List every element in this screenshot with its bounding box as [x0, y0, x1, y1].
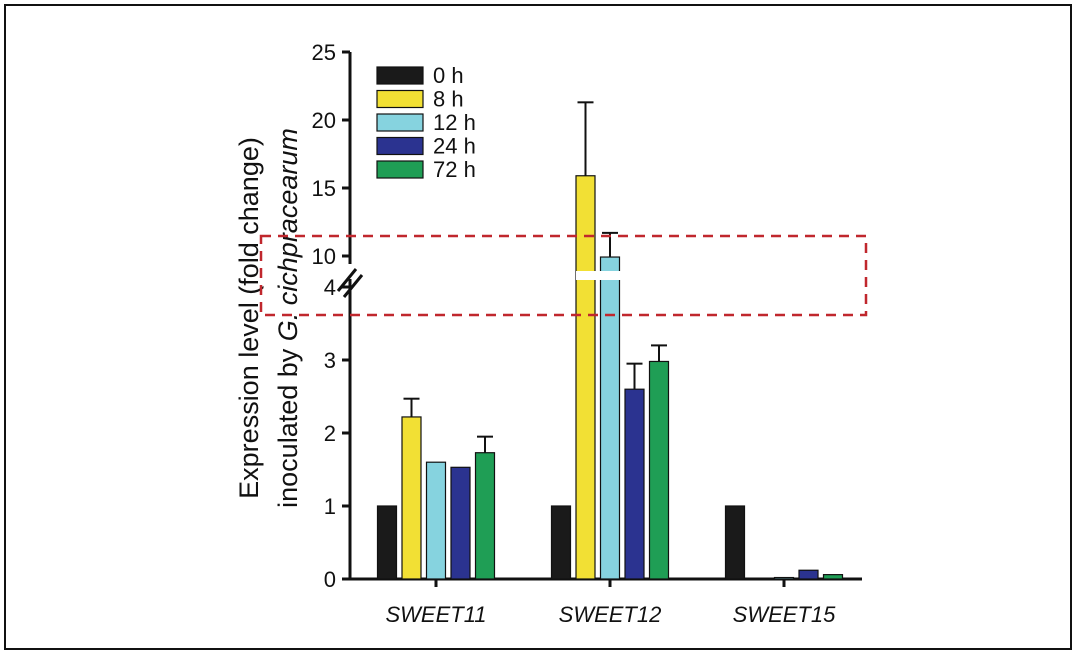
axis-break-mark: [336, 268, 358, 292]
legend: 0 h8 h12 h24 h72 h: [376, 63, 476, 182]
bar: [550, 505, 572, 580]
x-tick-label: SWEET12: [559, 602, 662, 627]
bar: [648, 360, 670, 580]
legend-label: 0 h: [433, 63, 464, 88]
y-tick-label: 15: [312, 176, 336, 201]
y-axis-label-line2: inoculated by G. cichpracearum: [273, 128, 303, 508]
highlight-box: [259, 234, 868, 317]
legend-swatch: [376, 89, 424, 109]
legend-swatch: [376, 113, 424, 132]
legend-label: 8 h: [433, 87, 464, 112]
figure-frame: [4, 4, 1072, 650]
y-axis-label: Expression level (fold change) inoculate…: [234, 128, 303, 508]
legend-label: 72 h: [433, 157, 476, 182]
y-tick-label: 2: [324, 421, 336, 446]
legend-label: 12 h: [433, 110, 476, 135]
bar: [401, 416, 422, 580]
axis-layer: 0 1 2 3 4 10 15 20 25 SWEET11 SWEET12 SWEET15: [312, 40, 862, 627]
legend-swatch: [376, 66, 424, 85]
legend-label: 24 h: [433, 134, 476, 159]
bar: [450, 466, 471, 580]
bar: [724, 505, 746, 580]
bar: [773, 576, 795, 580]
y-axis-label-line2-prefix: inoculated by: [273, 341, 303, 508]
legend-swatch: [376, 160, 424, 179]
y-axis-label-line2-species: G. cichpracearum: [273, 128, 303, 341]
y-axis-label-line1: Expression level (fold change): [234, 137, 264, 499]
legend-swatch: [376, 136, 424, 156]
bar: [474, 452, 496, 580]
y-tick-label: 20: [312, 108, 336, 133]
bar: [624, 388, 645, 580]
y-tick-label: 25: [312, 40, 336, 65]
y-tick-label: 3: [324, 348, 336, 373]
axis-break-gap: [576, 271, 628, 280]
bar: [599, 256, 621, 580]
axis-break-mark: [342, 274, 364, 298]
bar: [376, 505, 398, 580]
bar: [798, 569, 819, 580]
bars-layer: [376, 101, 844, 580]
bar: [425, 461, 447, 580]
highlight-box-layer: [259, 234, 868, 317]
y-tick-label: 10: [312, 244, 336, 269]
bar: [822, 574, 844, 580]
y-tick-label: 0: [324, 567, 336, 592]
x-tick-label: SWEET15: [733, 602, 836, 627]
x-tick-label: SWEET11: [385, 602, 486, 627]
y-tick-label: 1: [324, 494, 336, 519]
y-tick-label: 4: [324, 275, 336, 300]
